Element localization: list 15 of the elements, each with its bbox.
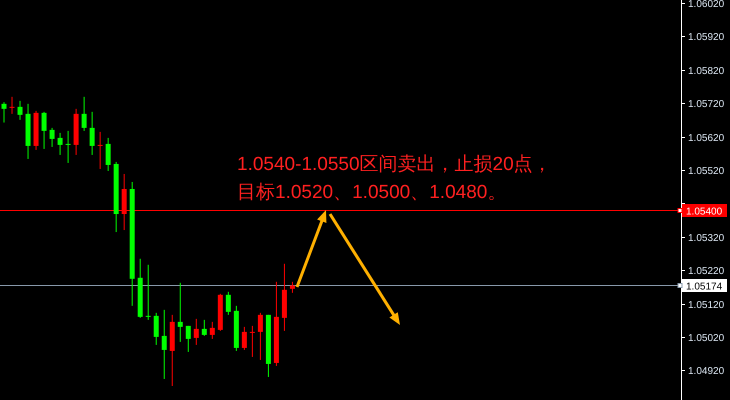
ytick: 1.05920 [688, 32, 724, 43]
ref-label: 1.05400 [686, 206, 722, 218]
ytick: 1.05120 [688, 300, 724, 311]
ytick: 1.04920 [688, 366, 724, 377]
ytick: 1.05220 [688, 266, 724, 277]
ytick: 1.05820 [688, 66, 724, 77]
annotation: 目标1.0520、1.0500、1.0480。 [237, 182, 506, 203]
ref-label: 1.05174 [686, 282, 722, 292]
ytick: 1.06020 [688, 0, 724, 10]
ytick: 1.05020 [688, 333, 724, 344]
ytick: 1.05520 [688, 166, 724, 177]
ytick: 1.05620 [688, 133, 724, 144]
ytick: 1.05720 [688, 99, 724, 110]
annotation: 1.0540-1.0550区间卖出，止损20点， [237, 154, 552, 175]
ytick: 1.05320 [688, 233, 724, 244]
